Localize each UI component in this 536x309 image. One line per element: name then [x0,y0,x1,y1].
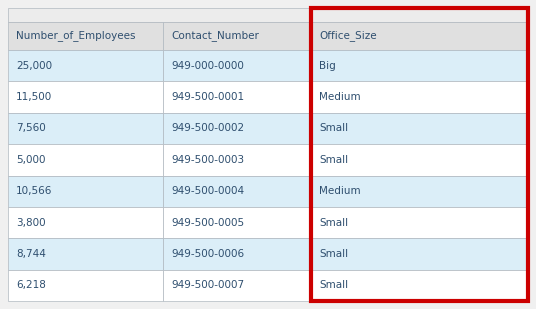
Text: 949-500-0007: 949-500-0007 [171,280,244,290]
Text: 25,000: 25,000 [16,61,52,71]
Text: Office_Size: Office_Size [319,31,377,41]
Bar [8,144,163,176]
Text: 7,560: 7,560 [16,123,46,133]
Text: Small: Small [319,280,348,290]
Bar [163,113,311,144]
Bar [163,144,311,176]
Bar [311,8,528,301]
Bar [163,50,311,81]
Text: 949-000-0000: 949-000-0000 [171,61,244,71]
Bar [8,238,163,270]
Text: 949-500-0004: 949-500-0004 [171,186,244,196]
Bar [311,50,528,81]
Bar [8,8,528,22]
Text: 949-500-0002: 949-500-0002 [171,123,244,133]
Text: 11,500: 11,500 [16,92,52,102]
Bar [311,113,528,144]
Text: Small: Small [319,218,348,227]
Bar [311,81,528,113]
Bar [311,144,528,176]
Bar [163,176,311,207]
Text: Big: Big [319,61,336,71]
Bar [163,238,311,270]
Text: Medium: Medium [319,186,361,196]
Text: Small: Small [319,249,348,259]
Bar [8,207,163,238]
Bar [163,270,311,301]
Bar [8,176,163,207]
Text: Contact_Number: Contact_Number [171,31,259,41]
Text: Small: Small [319,123,348,133]
Bar [8,50,163,81]
Text: Medium: Medium [319,92,361,102]
Text: 6,218: 6,218 [16,280,46,290]
Text: Number_of_Employees: Number_of_Employees [16,31,136,41]
Text: 949-500-0006: 949-500-0006 [171,249,244,259]
Text: 8,744: 8,744 [16,249,46,259]
Bar [311,207,528,238]
Bar [311,22,528,50]
Bar [311,176,528,207]
Bar [8,81,163,113]
Text: Small: Small [319,155,348,165]
Bar [163,22,311,50]
Bar [311,270,528,301]
Text: 3,800: 3,800 [16,218,46,227]
Bar [8,270,163,301]
Bar [163,81,311,113]
Bar [8,113,163,144]
Text: 949-500-0001: 949-500-0001 [171,92,244,102]
Bar [163,207,311,238]
Bar [8,22,163,50]
Text: 10,566: 10,566 [16,186,53,196]
Bar [311,238,528,270]
Text: 949-500-0005: 949-500-0005 [171,218,244,227]
Text: 949-500-0003: 949-500-0003 [171,155,244,165]
Text: 5,000: 5,000 [16,155,46,165]
